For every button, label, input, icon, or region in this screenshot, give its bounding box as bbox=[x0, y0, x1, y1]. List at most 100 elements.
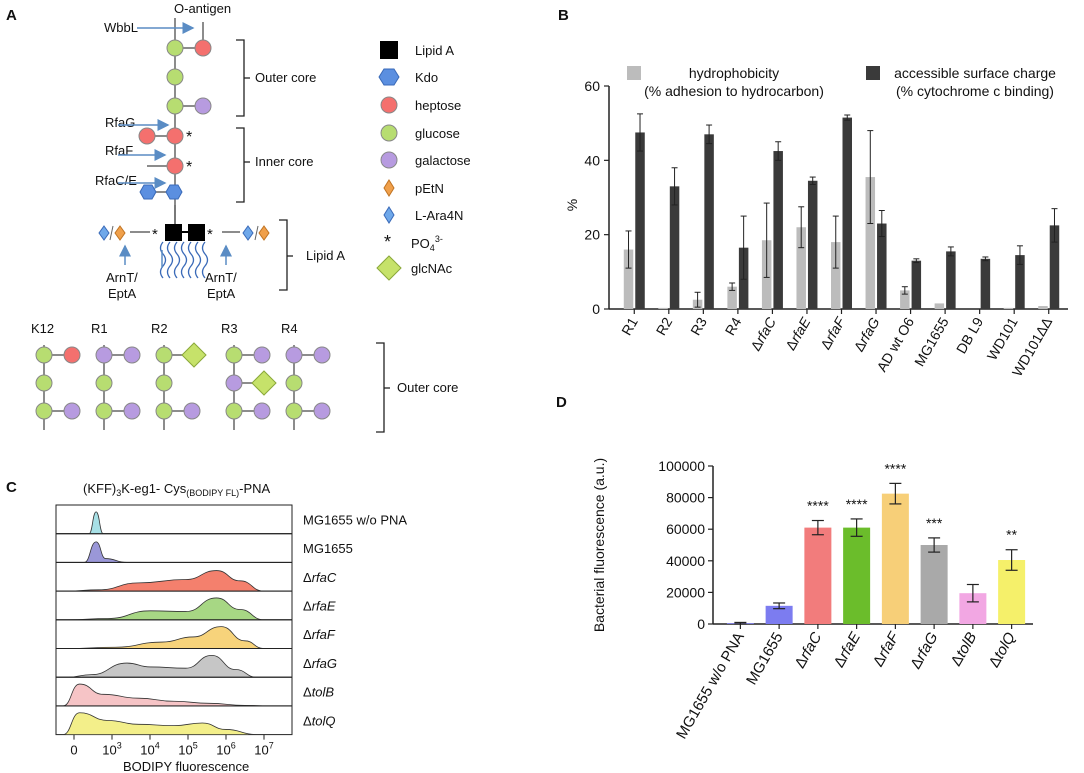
region-lipid-a: Lipid A bbox=[306, 248, 345, 263]
x-tick-label: 107 bbox=[254, 741, 273, 758]
histogram-label: MG1655 w/o PNA bbox=[303, 512, 407, 527]
legend-sub-charge: (% cytochrome c binding) bbox=[896, 83, 1054, 99]
sugar-icon bbox=[35, 374, 53, 392]
panel-a: A O-antigen * * WbbL RfaG RfaF RfaC/E bbox=[6, 1, 471, 433]
histogram-label: ΔrfaG bbox=[303, 656, 337, 671]
legend-sub-hydrophobicity: (% adhesion to hydrocarbon) bbox=[644, 83, 824, 99]
sugar-icon bbox=[313, 346, 331, 364]
panel-c: C (KFF)3K-eg1- Cys(BODIPY FL)-PNA MG1655… bbox=[6, 479, 407, 773]
blue-diamond-icon bbox=[383, 206, 395, 224]
petn-icon bbox=[258, 225, 270, 241]
x-tick-label: 104 bbox=[140, 741, 159, 758]
y-tick-label: 0 bbox=[592, 301, 600, 317]
acyl-chain-line bbox=[187, 241, 195, 279]
bracket-outer-core bbox=[236, 39, 245, 117]
sugar-icon bbox=[35, 402, 53, 420]
histogram-label: ΔtolB bbox=[303, 685, 334, 700]
legend-label-l-ara4n: L-Ara4N bbox=[415, 208, 463, 223]
acyl-chain-line bbox=[173, 241, 181, 279]
histogram-label: ΔrfaC bbox=[303, 570, 337, 585]
legend-label-po: PO43- bbox=[411, 234, 443, 253]
significance-label: **** bbox=[807, 498, 829, 514]
histogram-area bbox=[56, 712, 292, 736]
hexagon-icon bbox=[378, 68, 400, 86]
bar-charge bbox=[669, 186, 680, 309]
legend-label-galactose: galactose bbox=[415, 153, 471, 168]
strain-label-r4: R4 bbox=[281, 321, 298, 336]
sugar-icon bbox=[313, 402, 331, 420]
x-tick-label: MG1655 w/o PNA bbox=[673, 630, 748, 742]
sugar-icon bbox=[35, 346, 53, 364]
sugar-icon bbox=[63, 346, 81, 364]
sugar-icon bbox=[123, 346, 141, 364]
histogram-area bbox=[56, 597, 292, 621]
legend-label-kdo: Kdo bbox=[415, 70, 438, 85]
red-circle-icon bbox=[380, 96, 398, 114]
x-tick-label: ΔrfaE bbox=[831, 629, 865, 671]
histogram-area bbox=[56, 570, 292, 592]
legend-label-lipid-a: Lipid A bbox=[415, 43, 454, 58]
bracket-outer-core-bottom bbox=[376, 342, 385, 433]
bar-charge bbox=[911, 260, 922, 309]
sugar-icon bbox=[63, 402, 81, 420]
significance-label: **** bbox=[884, 460, 906, 476]
phosphate-star: * bbox=[186, 129, 192, 146]
x-tick-label: R4 bbox=[722, 314, 745, 338]
region-outer-core: Outer core bbox=[255, 70, 316, 85]
green-diamond-icon bbox=[376, 255, 402, 281]
sugar-icon bbox=[285, 346, 303, 364]
enzyme-arnt-left-2: EptA bbox=[108, 286, 137, 301]
enzyme-arnt-right-1: ArnT/ bbox=[205, 270, 237, 285]
glucose-icon bbox=[166, 68, 184, 86]
strain-label-k12: K12 bbox=[31, 321, 54, 336]
enzyme-arnt-left-1: ArnT/ bbox=[106, 270, 138, 285]
histogram-area bbox=[56, 626, 292, 649]
sugar-icon bbox=[253, 402, 271, 420]
y-tick-label: 100000 bbox=[658, 458, 705, 474]
bar bbox=[881, 493, 909, 624]
y-tick-label: 40 bbox=[584, 152, 600, 168]
y-tick-label: 40000 bbox=[666, 553, 705, 569]
enzyme-rfac: RfaC/E bbox=[95, 173, 137, 188]
bracket-inner-core bbox=[236, 127, 245, 203]
chart-b: 0 20 40 60% hydrophobicity (% adhesion to hyd… bbox=[564, 65, 1068, 379]
l-ara4n-icon bbox=[242, 225, 254, 241]
x-tick-label: 106 bbox=[216, 741, 235, 758]
sugar-icon bbox=[95, 346, 113, 364]
significance-label: *** bbox=[926, 515, 943, 531]
sugar-icon bbox=[225, 374, 243, 392]
histogram-label: MG1655 bbox=[303, 541, 353, 556]
bar-charge bbox=[807, 180, 818, 309]
heptose-icon bbox=[194, 39, 212, 57]
y-tick-label: 20 bbox=[584, 227, 600, 243]
acyl-chain-line bbox=[159, 241, 167, 279]
acyl-chain-line bbox=[201, 241, 209, 279]
kdo-icon bbox=[165, 184, 183, 200]
strain-label-r1: R1 bbox=[91, 321, 108, 336]
bar-charge bbox=[704, 134, 714, 309]
panel-b: B 0 20 40 60% hydrophobicity (% adhesion to h… bbox=[558, 7, 1068, 379]
x-tick-label: ΔrfaF bbox=[817, 313, 849, 352]
y-axis-label: Bacterial fluorescence (a.u.) bbox=[591, 458, 607, 632]
legend-label-petn: pEtN bbox=[415, 181, 444, 196]
panel-d: D 0 20000 40000 60000 80000 100000 Bacterial f… bbox=[556, 394, 1033, 742]
y-axis-label: % bbox=[564, 199, 580, 211]
lipid-a-icon bbox=[188, 224, 205, 241]
asterisk-icon: * bbox=[384, 232, 391, 252]
glucose-icon bbox=[166, 39, 184, 57]
heptose-icon bbox=[166, 157, 184, 175]
x-tick-label: 105 bbox=[178, 741, 197, 758]
acyl-chains bbox=[159, 241, 209, 279]
y-tick-label: 60000 bbox=[666, 521, 705, 537]
x-tick-label: 103 bbox=[102, 741, 121, 758]
sugar-icon bbox=[285, 374, 303, 392]
histogram-area bbox=[56, 654, 292, 678]
x-tick-label: ΔrfaG bbox=[850, 314, 882, 354]
histogram-label: ΔrfaF bbox=[303, 627, 336, 642]
sugar-icon bbox=[183, 402, 201, 420]
x-tick-label: ΔrfaE bbox=[782, 314, 814, 353]
square-icon bbox=[380, 41, 398, 59]
legend-label-glucose: glucose bbox=[415, 126, 460, 141]
bar bbox=[765, 605, 793, 624]
sugar-icon bbox=[95, 374, 113, 392]
